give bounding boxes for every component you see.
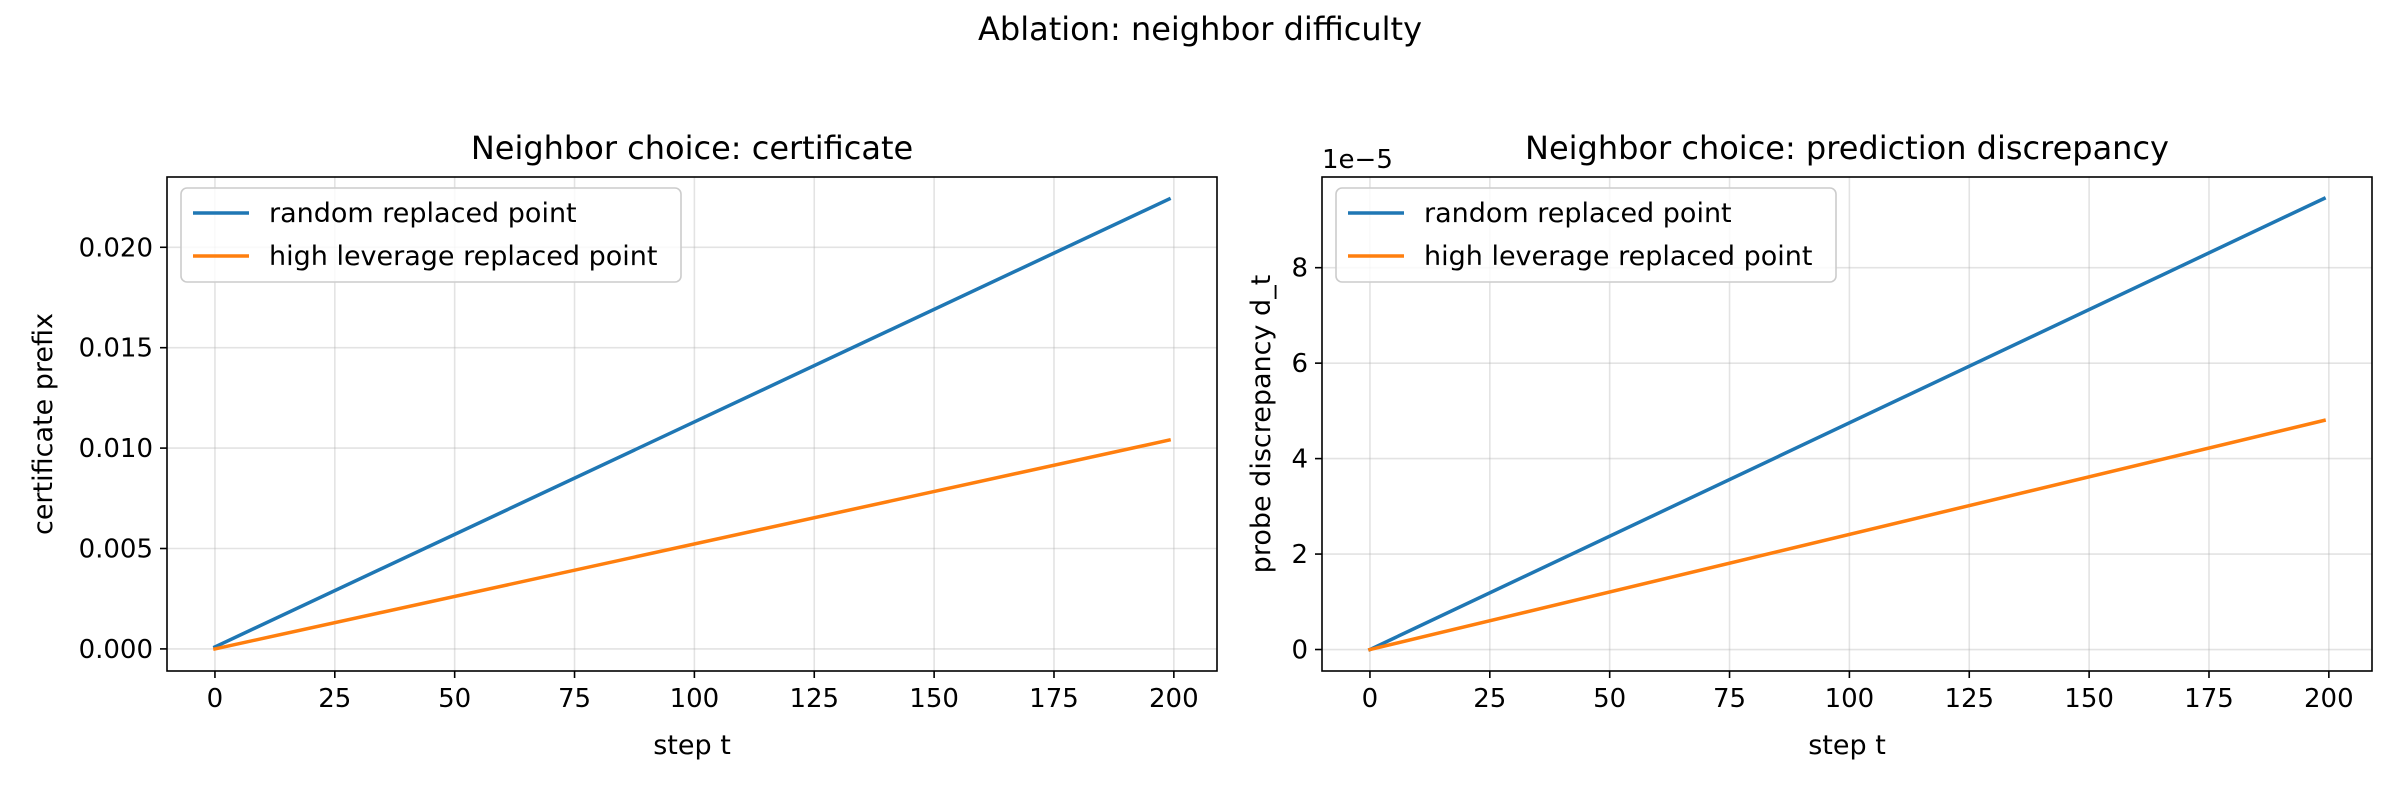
- series-line-high-leverage-prediction-discrepancy: [1367, 418, 2327, 652]
- y-axis-label-prediction-discrepancy: probe discrepancy d_t: [1246, 275, 1277, 574]
- y-tick-label-certificate: 0.015: [79, 334, 153, 364]
- x-tick-label-prediction-discrepancy: 25: [1473, 684, 1506, 714]
- x-tick-label-prediction-discrepancy: 100: [1825, 684, 1875, 714]
- y-tick-label-prediction-discrepancy: 8: [1291, 254, 1308, 284]
- y-tick-label-certificate: 0.010: [79, 434, 153, 464]
- legend-label-high-leverage: high leverage replaced point: [269, 241, 657, 272]
- x-axis-label-prediction-discrepancy: step t: [1808, 730, 1886, 761]
- series-line-high-leverage-certificate: [212, 437, 1172, 651]
- x-tick-label-prediction-discrepancy: 125: [1944, 684, 1994, 714]
- grid-certificate: [167, 177, 1217, 671]
- x-tick-label-certificate: 100: [670, 684, 720, 714]
- y-tick-label-certificate: 0.020: [79, 233, 153, 263]
- y-tick-label-certificate: 0.000: [79, 635, 153, 665]
- panel-title-prediction-discrepancy: Neighbor choice: prediction discrepancy: [1525, 129, 2169, 167]
- x-tick-label-certificate: 50: [438, 684, 471, 714]
- legend-label-high-leverage: high leverage replaced point: [1424, 241, 1812, 272]
- x-tick-label-certificate: 75: [558, 684, 591, 714]
- panel-title-certificate: Neighbor choice: certificate: [471, 129, 913, 167]
- y-tick-label-certificate: 0.005: [79, 535, 153, 565]
- y-tick-label-prediction-discrepancy: 4: [1291, 445, 1308, 475]
- x-tick-label-prediction-discrepancy: 150: [2064, 684, 2114, 714]
- plot-frame-prediction-discrepancy: [1321, 176, 2373, 672]
- legend-box-prediction-discrepancy: [1335, 187, 1837, 283]
- series-line-random-certificate: [212, 196, 1172, 650]
- x-tick-label-certificate: 125: [789, 684, 839, 714]
- ticks-prediction-discrepancy: 0 25 50 75 100 125 150 175 200 0 2 4 6 8: [1291, 254, 2353, 714]
- legend-prediction-discrepancy: random replaced point high leverage repl…: [1335, 187, 1837, 283]
- legend-label-random: random replaced point: [269, 198, 577, 229]
- series-layer-prediction-discrepancy: [1367, 196, 2327, 652]
- y-offset-label-prediction-discrepancy: 1e−5: [1322, 145, 1393, 175]
- y-tick-label-prediction-discrepancy: 0: [1291, 636, 1308, 666]
- x-axis-label-certificate: step t: [653, 730, 731, 761]
- x-tick-label-prediction-discrepancy: 175: [2184, 684, 2234, 714]
- y-tick-label-prediction-discrepancy: 2: [1291, 540, 1308, 570]
- x-tick-label-prediction-discrepancy: 50: [1593, 684, 1626, 714]
- plot-frame-certificate: [166, 176, 1218, 672]
- figure-suptitle: Ablation: neighbor difficulty: [978, 10, 1422, 48]
- legend-label-random: random replaced point: [1424, 198, 1732, 229]
- x-tick-label-prediction-discrepancy: 0: [1362, 684, 1379, 714]
- x-tick-label-certificate: 25: [318, 684, 351, 714]
- series-line-random-prediction-discrepancy: [1367, 196, 2327, 652]
- panel-certificate: 0 25 50 75 100 125 150 175 200 0.000 0.005 0.010 0.0…: [28, 129, 1218, 761]
- x-tick-label-certificate: 175: [1029, 684, 1079, 714]
- y-axis-label-certificate: certificate prefix: [28, 313, 59, 535]
- x-tick-label-prediction-discrepancy: 200: [2304, 684, 2354, 714]
- x-tick-label-prediction-discrepancy: 75: [1713, 684, 1746, 714]
- legend-box-certificate: [180, 187, 682, 283]
- x-tick-label-certificate: 150: [909, 684, 959, 714]
- series-layer-certificate: [212, 196, 1172, 651]
- panel-prediction-discrepancy: 0 25 50 75 100 125 150 175 200 0 2 4 6 8 Neighbor cho…: [1246, 129, 2373, 761]
- ticks-certificate: 0 25 50 75 100 125 150 175 200 0.000 0.005 0.010 0.0…: [79, 233, 1199, 714]
- y-tick-label-prediction-discrepancy: 6: [1291, 349, 1308, 379]
- grid-prediction-discrepancy: [1322, 177, 2372, 671]
- x-tick-label-certificate: 0: [207, 684, 224, 714]
- x-tick-label-certificate: 200: [1149, 684, 1199, 714]
- legend-certificate: random replaced point high leverage repl…: [180, 187, 682, 283]
